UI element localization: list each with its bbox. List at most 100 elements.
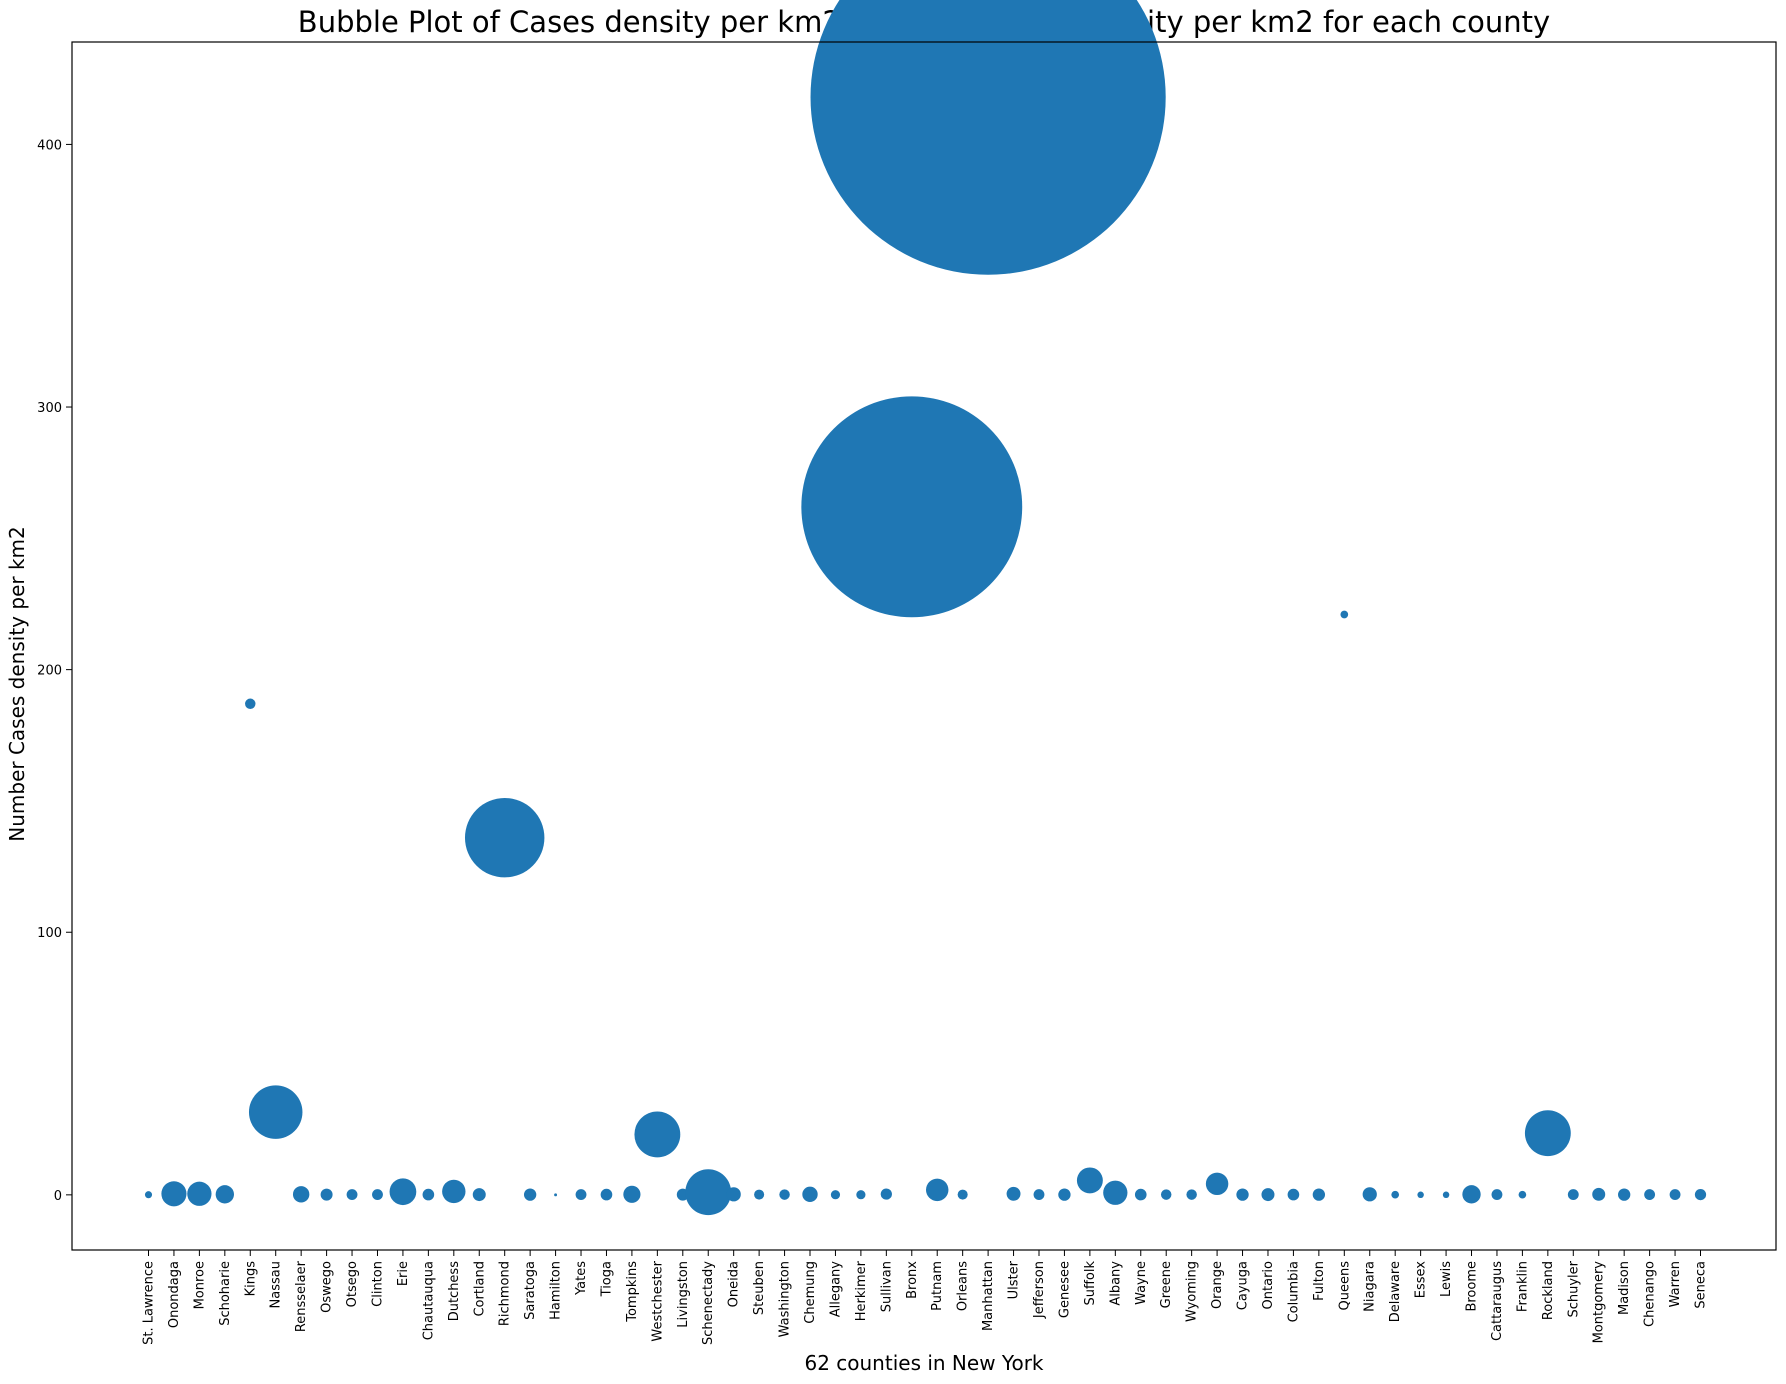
bubble-tompkins: [623, 1185, 641, 1203]
x-tick-label: Ulster: [1007, 1260, 1022, 1299]
bubble-cayuga: [1236, 1188, 1249, 1201]
bubble-saratoga: [523, 1188, 537, 1201]
bubble-wyoming: [1186, 1189, 1197, 1200]
x-tick-label: Wyoming: [1185, 1261, 1200, 1322]
x-tick-label: Onondaga: [167, 1261, 182, 1328]
x-tick-label: Ontario: [1261, 1261, 1276, 1309]
bubble-tioga: [600, 1188, 613, 1201]
bubble-seneca: [1694, 1188, 1707, 1201]
bubble-westchester: [634, 1111, 681, 1158]
x-tick-label: Livingston: [676, 1261, 691, 1328]
x-tick-label: Wayne: [1134, 1261, 1149, 1305]
bubble-madison: [1618, 1188, 1631, 1201]
bubble-richmond: [464, 797, 545, 878]
x-tick-label: Monroe: [192, 1261, 207, 1309]
x-tick-label: Albany: [1108, 1261, 1123, 1306]
x-tick-label: Columbia: [1286, 1261, 1301, 1322]
bubble-chenango: [1644, 1189, 1656, 1201]
x-tick-label: Bronx: [905, 1261, 920, 1299]
x-tick-label: Niagara: [1363, 1261, 1378, 1312]
bubble-delaware: [1391, 1190, 1400, 1199]
bubble-albany: [1103, 1180, 1128, 1205]
plot-frame: [71, 41, 1777, 1251]
x-tick-label: Franklin: [1515, 1261, 1530, 1312]
bubble-schenectady: [685, 1169, 732, 1216]
bubble-oswego: [320, 1188, 333, 1201]
x-tick-label: Otsego: [345, 1261, 360, 1307]
y-tick-label: 0: [54, 1189, 62, 1204]
bubble-wayne: [1134, 1188, 1147, 1201]
bubble-monroe: [187, 1181, 212, 1206]
x-tick-label: Tompkins: [625, 1261, 640, 1323]
x-axis: St. Lawrence Onondaga Monroe Schoharie Kings…: [142, 1250, 1709, 1345]
x-tick-label: Orleans: [956, 1261, 971, 1311]
x-tick-label: Erie: [396, 1261, 411, 1286]
x-tick-label: Schenectady: [701, 1261, 716, 1345]
bubble-steuben: [754, 1189, 765, 1200]
x-tick-label: Saratoga: [523, 1261, 538, 1320]
bubble-orange: [1205, 1172, 1229, 1196]
bubble-greene: [1160, 1189, 1172, 1200]
bubble-rensselaer: [292, 1186, 310, 1203]
x-tick-label: Steuben: [752, 1261, 767, 1315]
x-tick-label: Richmond: [498, 1261, 513, 1326]
bubble-ontario: [1261, 1188, 1275, 1202]
bubble-montgomery: [1592, 1187, 1606, 1201]
y-tick-label: 300: [37, 401, 62, 416]
bubble-herkimer: [856, 1190, 866, 1200]
bubble-lewis: [1442, 1191, 1450, 1199]
bubble-suffolk: [1076, 1167, 1103, 1194]
bubble-otsego: [346, 1189, 358, 1201]
x-tick-label: Schoharie: [218, 1261, 233, 1326]
bubble-cattaraugus: [1491, 1189, 1503, 1201]
x-tick-label: Putnam: [930, 1261, 945, 1311]
x-tick-label: Westchester: [650, 1260, 665, 1341]
x-tick-label: Orange: [1210, 1261, 1225, 1309]
x-tick-label: Herkimer: [854, 1260, 869, 1321]
x-tick-label: Kings: [243, 1261, 258, 1297]
bubble-warren: [1669, 1189, 1681, 1201]
x-tick-label: Sullivan: [879, 1261, 894, 1312]
x-axis-label: 62 counties in New York: [804, 1351, 1043, 1375]
x-tick-label: Montgomery: [1592, 1261, 1607, 1344]
y-axis: 0 100 200 300 400: [37, 138, 72, 1204]
bubble-franklin: [1518, 1190, 1527, 1199]
y-tick-label: 100: [37, 926, 62, 941]
x-tick-label: Clinton: [370, 1261, 385, 1307]
x-tick-label: Oswego: [320, 1261, 335, 1313]
x-tick-label: Cortland: [472, 1261, 487, 1317]
bubble-columbia: [1287, 1188, 1300, 1201]
x-tick-label: Rensselaer: [294, 1260, 309, 1332]
bubble-yates: [575, 1189, 587, 1201]
bubble-broome: [1462, 1185, 1481, 1204]
x-tick-label: Dutchess: [447, 1261, 462, 1322]
x-tick-label: Jefferson: [1032, 1261, 1047, 1319]
bubble-oneida: [726, 1187, 741, 1202]
x-tick-label: Lewis: [1439, 1261, 1454, 1297]
bubble-chemung: [802, 1186, 818, 1202]
x-tick-label: Cattaraugus: [1490, 1261, 1505, 1341]
bubble-nassau: [248, 1085, 303, 1139]
x-tick-label: Oneida: [727, 1261, 742, 1307]
x-tick-label: Broome: [1465, 1261, 1480, 1312]
x-tick-label: Washington: [778, 1261, 793, 1337]
bubble-washington: [779, 1189, 790, 1200]
x-tick-label: Queens: [1337, 1261, 1352, 1311]
y-tick-label: 200: [37, 664, 62, 679]
bubble-erie: [389, 1178, 417, 1206]
bubble-fulton: [1312, 1188, 1326, 1201]
plot-area: [144, 0, 1707, 1216]
bubble-putnam: [925, 1178, 949, 1202]
x-tick-label: Cayuga: [1236, 1261, 1251, 1310]
x-tick-label: St. Lawrence: [142, 1261, 157, 1345]
bubble-orleans: [957, 1189, 968, 1200]
x-tick-label: Chemung: [803, 1261, 818, 1324]
x-tick-label: Manhattan: [981, 1261, 996, 1331]
x-tick-label: Chenango: [1643, 1261, 1658, 1327]
x-tick-label: Genesee: [1057, 1261, 1072, 1318]
bubble-niagara: [1362, 1187, 1377, 1202]
bubble-manhattan: [810, 0, 1166, 275]
bubble-essex: [1417, 1191, 1424, 1199]
bubble-dutchess: [442, 1179, 466, 1204]
